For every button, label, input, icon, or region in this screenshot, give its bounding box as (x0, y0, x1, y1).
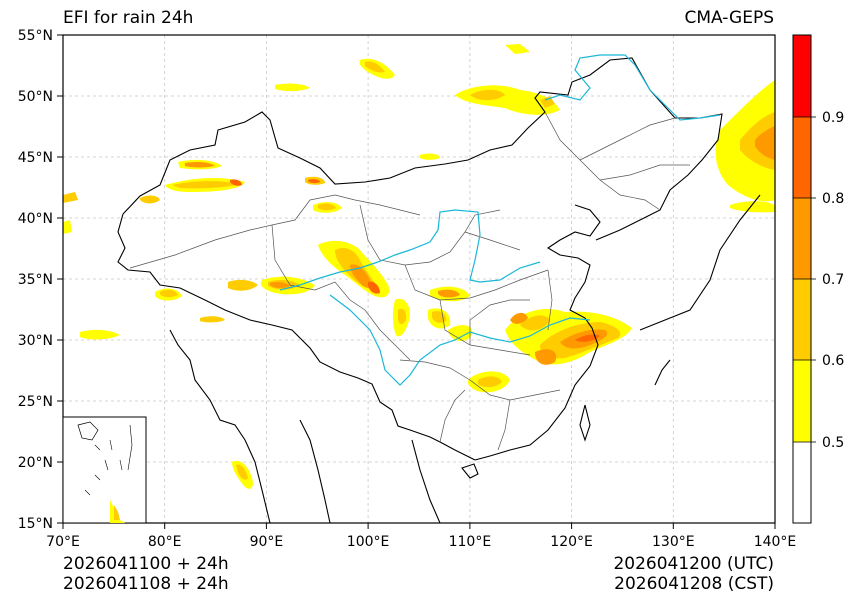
init-time-utc: 2026041100 + 24h (63, 554, 229, 574)
model-source-label: CMA-GEPS (684, 8, 774, 28)
valid-time-cst: 2026041208 (CST) (614, 574, 774, 594)
coastline (461, 194, 761, 479)
colorbar-label-0.7: 0.7 (822, 272, 844, 288)
valid-time-utc: 2026041200 (UTC) (613, 554, 774, 574)
colorbar-segment-0.6 (793, 279, 811, 360)
lon-label-120: 120°E (550, 534, 593, 550)
lat-label-30: 30°N (18, 333, 53, 349)
lon-label-80: 80°E (148, 534, 182, 550)
colorbar-label-0.8: 0.8 (822, 191, 844, 207)
graticule (63, 35, 775, 523)
lat-label-20: 20°N (18, 455, 53, 471)
colorbar: 0.5 0.6 0.7 0.8 0.9 (792, 34, 844, 524)
lat-label-25: 25°N (18, 394, 53, 410)
lat-label-40: 40°N (18, 211, 53, 227)
efi-shading (63, 44, 775, 489)
lon-label-70: 70°E (46, 534, 80, 550)
lat-label-15: 15°N (18, 516, 53, 532)
lon-label-110: 110°E (449, 534, 492, 550)
province-borders (129, 111, 690, 451)
colorbar-segment-0.8 (793, 117, 811, 198)
colorbar-segment-0.7 (793, 198, 811, 279)
country-borders (117, 57, 723, 523)
colorbar-label-0.6: 0.6 (822, 353, 844, 369)
axis-ticks (57, 34, 776, 529)
longitude-labels: 70°E 80°E 90°E 100°E 110°E 120°E 130°E 1… (46, 534, 796, 550)
yellow-river (279, 209, 541, 291)
lon-label-90: 90°E (250, 534, 284, 550)
lon-label-140: 140°E (754, 534, 797, 550)
lat-label-35: 35°N (18, 272, 53, 288)
colorbar-segment-below (793, 442, 811, 523)
lon-label-130: 130°E (652, 534, 695, 550)
yangtze-river (329, 294, 591, 386)
rivers (279, 54, 721, 386)
init-time-cst: 2026041108 + 24h (63, 574, 229, 594)
valid-time-block: 2026041200 (UTC) 2026041208 (CST) (613, 554, 774, 594)
map-title: EFI for rain 24h (63, 8, 194, 28)
colorbar-segment-0.9 (793, 35, 811, 117)
lat-label-50: 50°N (18, 89, 53, 105)
south-china-sea-inset (62, 416, 147, 524)
colorbar-segment-0.5 (793, 360, 811, 442)
lat-label-55: 55°N (18, 28, 53, 44)
init-time-block: 2026041100 + 24h 2026041108 + 24h (63, 554, 229, 594)
heilong-river (544, 54, 721, 121)
colorbar-label-0.9: 0.9 (822, 110, 844, 126)
lon-label-100: 100°E (347, 534, 390, 550)
lat-label-45: 45°N (18, 150, 53, 166)
latitude-labels: 15°N 20°N 25°N 30°N 35°N 40°N 45°N 50°N … (18, 28, 53, 532)
colorbar-label-0.5: 0.5 (822, 435, 844, 451)
